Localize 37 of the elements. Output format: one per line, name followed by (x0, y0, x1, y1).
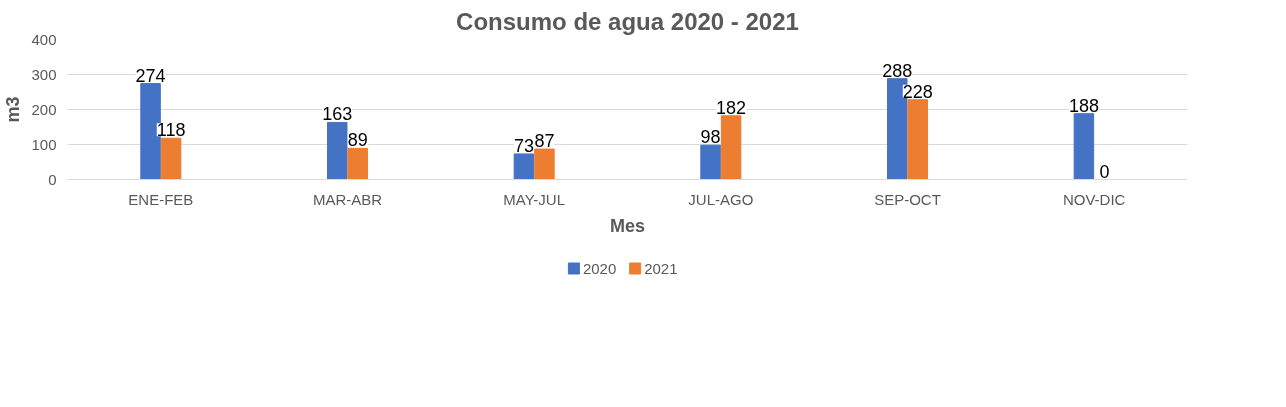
bar (720, 115, 742, 180)
bar (700, 144, 721, 180)
bar (1073, 113, 1095, 180)
bar (347, 147, 369, 180)
y-tick-label: 100 (31, 135, 57, 153)
y-tick-label: 0 (48, 170, 57, 188)
legend-label: 2021 (644, 259, 678, 277)
chart-title: Consumo de agua 2020 - 2021 (456, 7, 799, 35)
x-tick-label: JUL-AGO (688, 190, 754, 208)
data-label: 228 (902, 81, 933, 102)
y-tick-label: 200 (31, 100, 57, 118)
data-label: 163 (322, 104, 353, 125)
bar (326, 121, 348, 180)
x-tick-label: ENE-FEB (128, 190, 194, 208)
data-label: 87 (534, 131, 555, 152)
x-tick-label: MAR-ABR (312, 190, 383, 208)
data-label: 182 (716, 97, 747, 118)
data-label: 98 (700, 127, 721, 148)
data-label: 188 (1068, 95, 1099, 116)
y-tick-label: 300 (31, 65, 57, 83)
legend-label: 2020 (582, 259, 617, 277)
data-label: 118 (156, 120, 186, 141)
y-axis-title: m3 (3, 96, 24, 123)
data-label: 73 (513, 135, 534, 156)
y-tick-label: 400 (31, 30, 57, 48)
bar (513, 153, 535, 180)
data-label: 288 (882, 60, 913, 81)
x-axis-title: Mes (609, 215, 646, 236)
x-tick-label: SEP-OCT (874, 190, 941, 208)
bar (907, 99, 929, 180)
x-tick-label: MAY-JUL (503, 190, 566, 208)
bar (534, 148, 555, 180)
data-label: 89 (347, 130, 368, 151)
data-label: 274 (135, 65, 166, 86)
data-label: 0 (1099, 161, 1110, 182)
x-tick-label: NOV-DIC (1062, 190, 1126, 208)
bar (160, 137, 182, 180)
